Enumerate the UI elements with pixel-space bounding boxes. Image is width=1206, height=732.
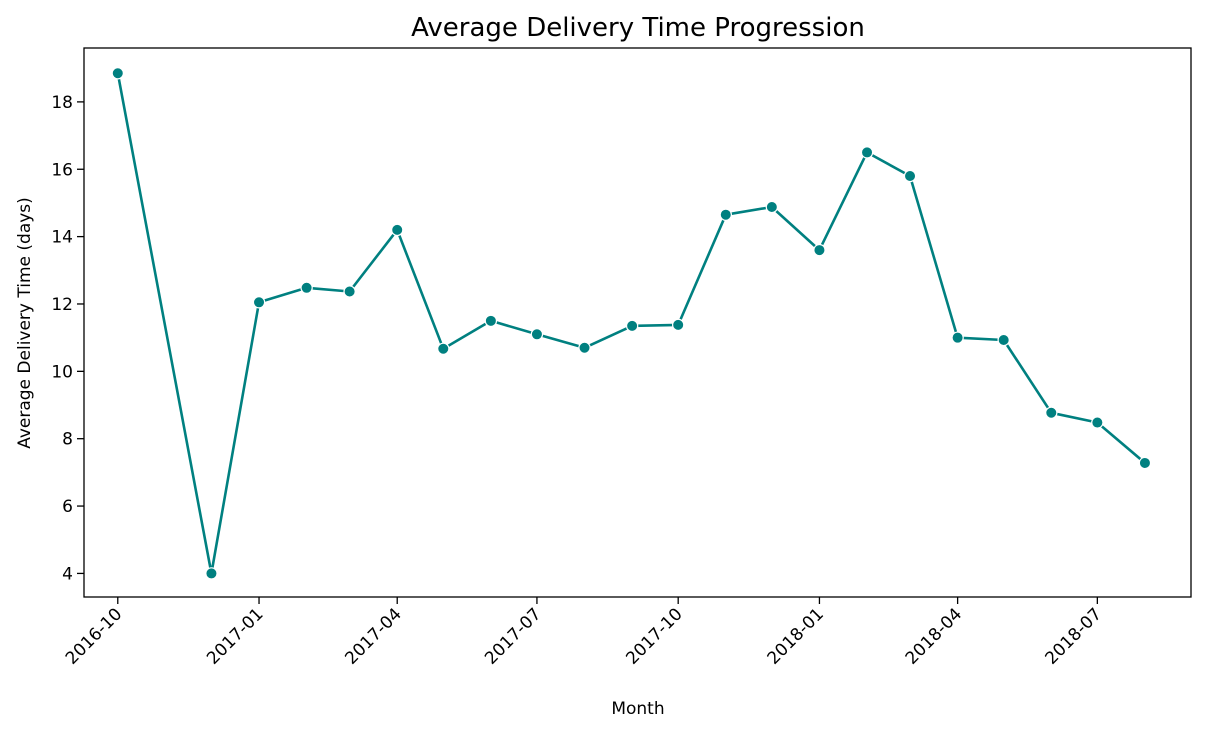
data-point <box>860 146 874 159</box>
data-point <box>997 333 1010 347</box>
y-tick-label: 6 <box>62 497 73 517</box>
data-point <box>951 331 964 344</box>
data-point <box>343 285 356 298</box>
x-tick-label: 2017-07 <box>481 604 545 668</box>
y-tick-label: 14 <box>51 228 73 248</box>
x-tick-label: 2017-10 <box>622 604 686 668</box>
y-tick-label: 10 <box>51 362 73 382</box>
x-axis-label: Month <box>611 699 664 719</box>
data-point <box>671 318 685 332</box>
data-point <box>205 567 218 580</box>
x-tick-label: 2018-01 <box>764 604 828 668</box>
y-tick-label: 12 <box>51 295 73 315</box>
x-tick-label: 2017-01 <box>203 604 267 668</box>
x-axis: 2016-10 2017-01 2017-04 2017-07 2017-10 2018-… <box>62 597 1106 669</box>
data-point <box>765 200 779 214</box>
data-point <box>252 296 266 309</box>
data-point <box>484 314 498 328</box>
data-point <box>1045 406 1058 419</box>
data-point <box>1091 416 1104 429</box>
plot-area <box>111 67 1152 580</box>
data-point <box>300 281 313 295</box>
data-point <box>1138 456 1152 470</box>
data-point <box>111 67 124 80</box>
data-point <box>719 208 732 221</box>
y-axis: 4 6 8 10 12 14 16 18 <box>51 93 84 584</box>
data-point <box>578 341 591 354</box>
chart-title: Average Delivery Time Progression <box>411 13 865 43</box>
x-tick-label: 2017-04 <box>341 604 405 668</box>
data-point <box>530 328 544 341</box>
data-point <box>437 342 450 355</box>
data-point <box>391 223 404 237</box>
data-point <box>813 243 826 257</box>
x-tick-label: 2018-07 <box>1042 604 1106 668</box>
x-tick-label: 2018-04 <box>902 604 966 668</box>
data-point <box>903 169 917 183</box>
plot-frame <box>83 47 1192 598</box>
y-tick-label: 8 <box>62 430 73 450</box>
y-tick-label: 16 <box>51 160 73 180</box>
y-tick-label: 18 <box>51 93 73 113</box>
y-axis-label: Average Delivery Time (days) <box>15 197 35 449</box>
y-tick-label: 4 <box>62 564 73 584</box>
series-line <box>116 73 1146 575</box>
x-tick-label: 2016-10 <box>62 604 126 668</box>
data-point <box>625 319 639 333</box>
